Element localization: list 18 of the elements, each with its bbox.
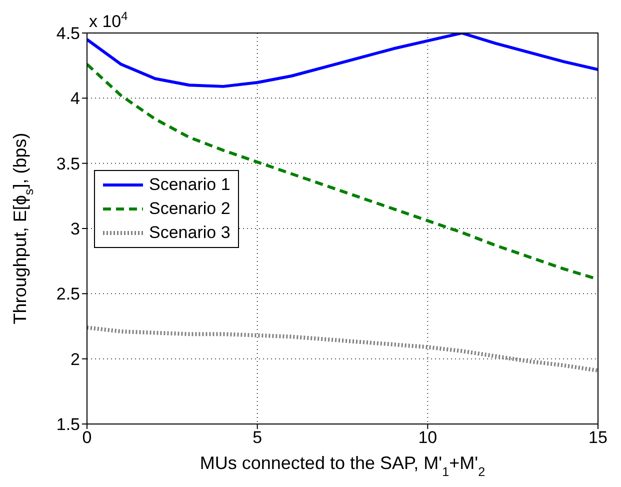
y-tick-label: 2.5 [56,284,80,304]
line-series [87,33,598,88]
legend-label: Scenario 1 [149,175,230,195]
line-series [87,326,598,373]
y-tick-label: 3.5 [56,154,80,174]
legend-label: Scenario 2 [149,199,230,219]
x-tick-label: 15 [588,428,608,448]
y-tick-label: 3 [70,220,80,239]
x-axis-title: MUs connected to the SAP, M'$_{1}$+M'$_{2}$ [200,453,486,479]
x-tick-label: 0 [82,428,92,448]
legend-label: Scenario 3 [149,223,230,243]
x-tick-label: 5 [252,428,262,448]
y-tick-label: 1.5 [56,415,80,434]
y-tick-label: 4 [70,89,80,108]
y-tick-label: 2 [70,350,80,369]
text: x 10$^{4}$ [89,9,128,31]
x-tick-label: 10 [418,428,438,448]
y-tick-label: 4.5 [56,24,80,44]
